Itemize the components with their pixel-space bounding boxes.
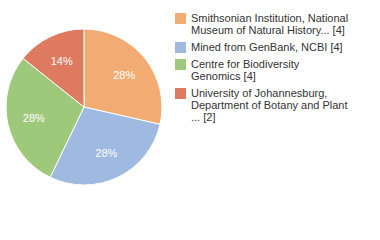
legend: Smithsonian Institution, NationalMuseum … [175,12,348,123]
legend-label-line: Genomics [4] [191,70,256,82]
legend-label: Smithsonian Institution, NationalMuseum … [191,12,348,36]
legend-label-line: Museum of Natural History... [4] [191,24,345,36]
legend-label: Centre for BiodiversityGenomics [4] [191,58,300,82]
legend-entry: Mined from GenBank, NCBI [4] [175,41,343,53]
legend-label: University of Johannesburg,Department of… [191,87,348,123]
legend-entry: Centre for BiodiversityGenomics [4] [175,58,300,82]
legend-label-line: Smithsonian Institution, National [191,12,348,24]
chart-svg: 28% 28% 28% 14% Smithsonian Institution, Nat… [0,0,380,240]
legend-swatch [175,88,186,99]
data-label: 28% [95,147,117,159]
legend-entry: Smithsonian Institution, NationalMuseum … [175,12,348,36]
legend-label-line: Department of Botany and Plant [191,99,348,111]
legend-entry: University of Johannesburg,Department of… [175,87,348,123]
data-label: 14% [51,55,73,67]
legend-swatch [175,42,186,53]
legend-label-line: ... [2] [191,111,215,123]
legend-label: Mined from GenBank, NCBI [4] [191,41,343,53]
data-label: 28% [113,69,135,81]
chart-container: 28% 28% 28% 14% Smithsonian Institution, Nat… [0,0,380,240]
legend-swatch [175,13,186,24]
data-label: 28% [23,112,45,124]
pie-slice [23,29,84,107]
data-labels: 28% 28% 28% 14% [23,55,136,160]
legend-label-line: University of Johannesburg, [191,87,327,99]
legend-swatch [175,59,186,70]
legend-label-line: Mined from GenBank, NCBI [4] [191,41,343,53]
legend-label-line: Centre for Biodiversity [191,58,300,70]
pie [6,29,162,185]
